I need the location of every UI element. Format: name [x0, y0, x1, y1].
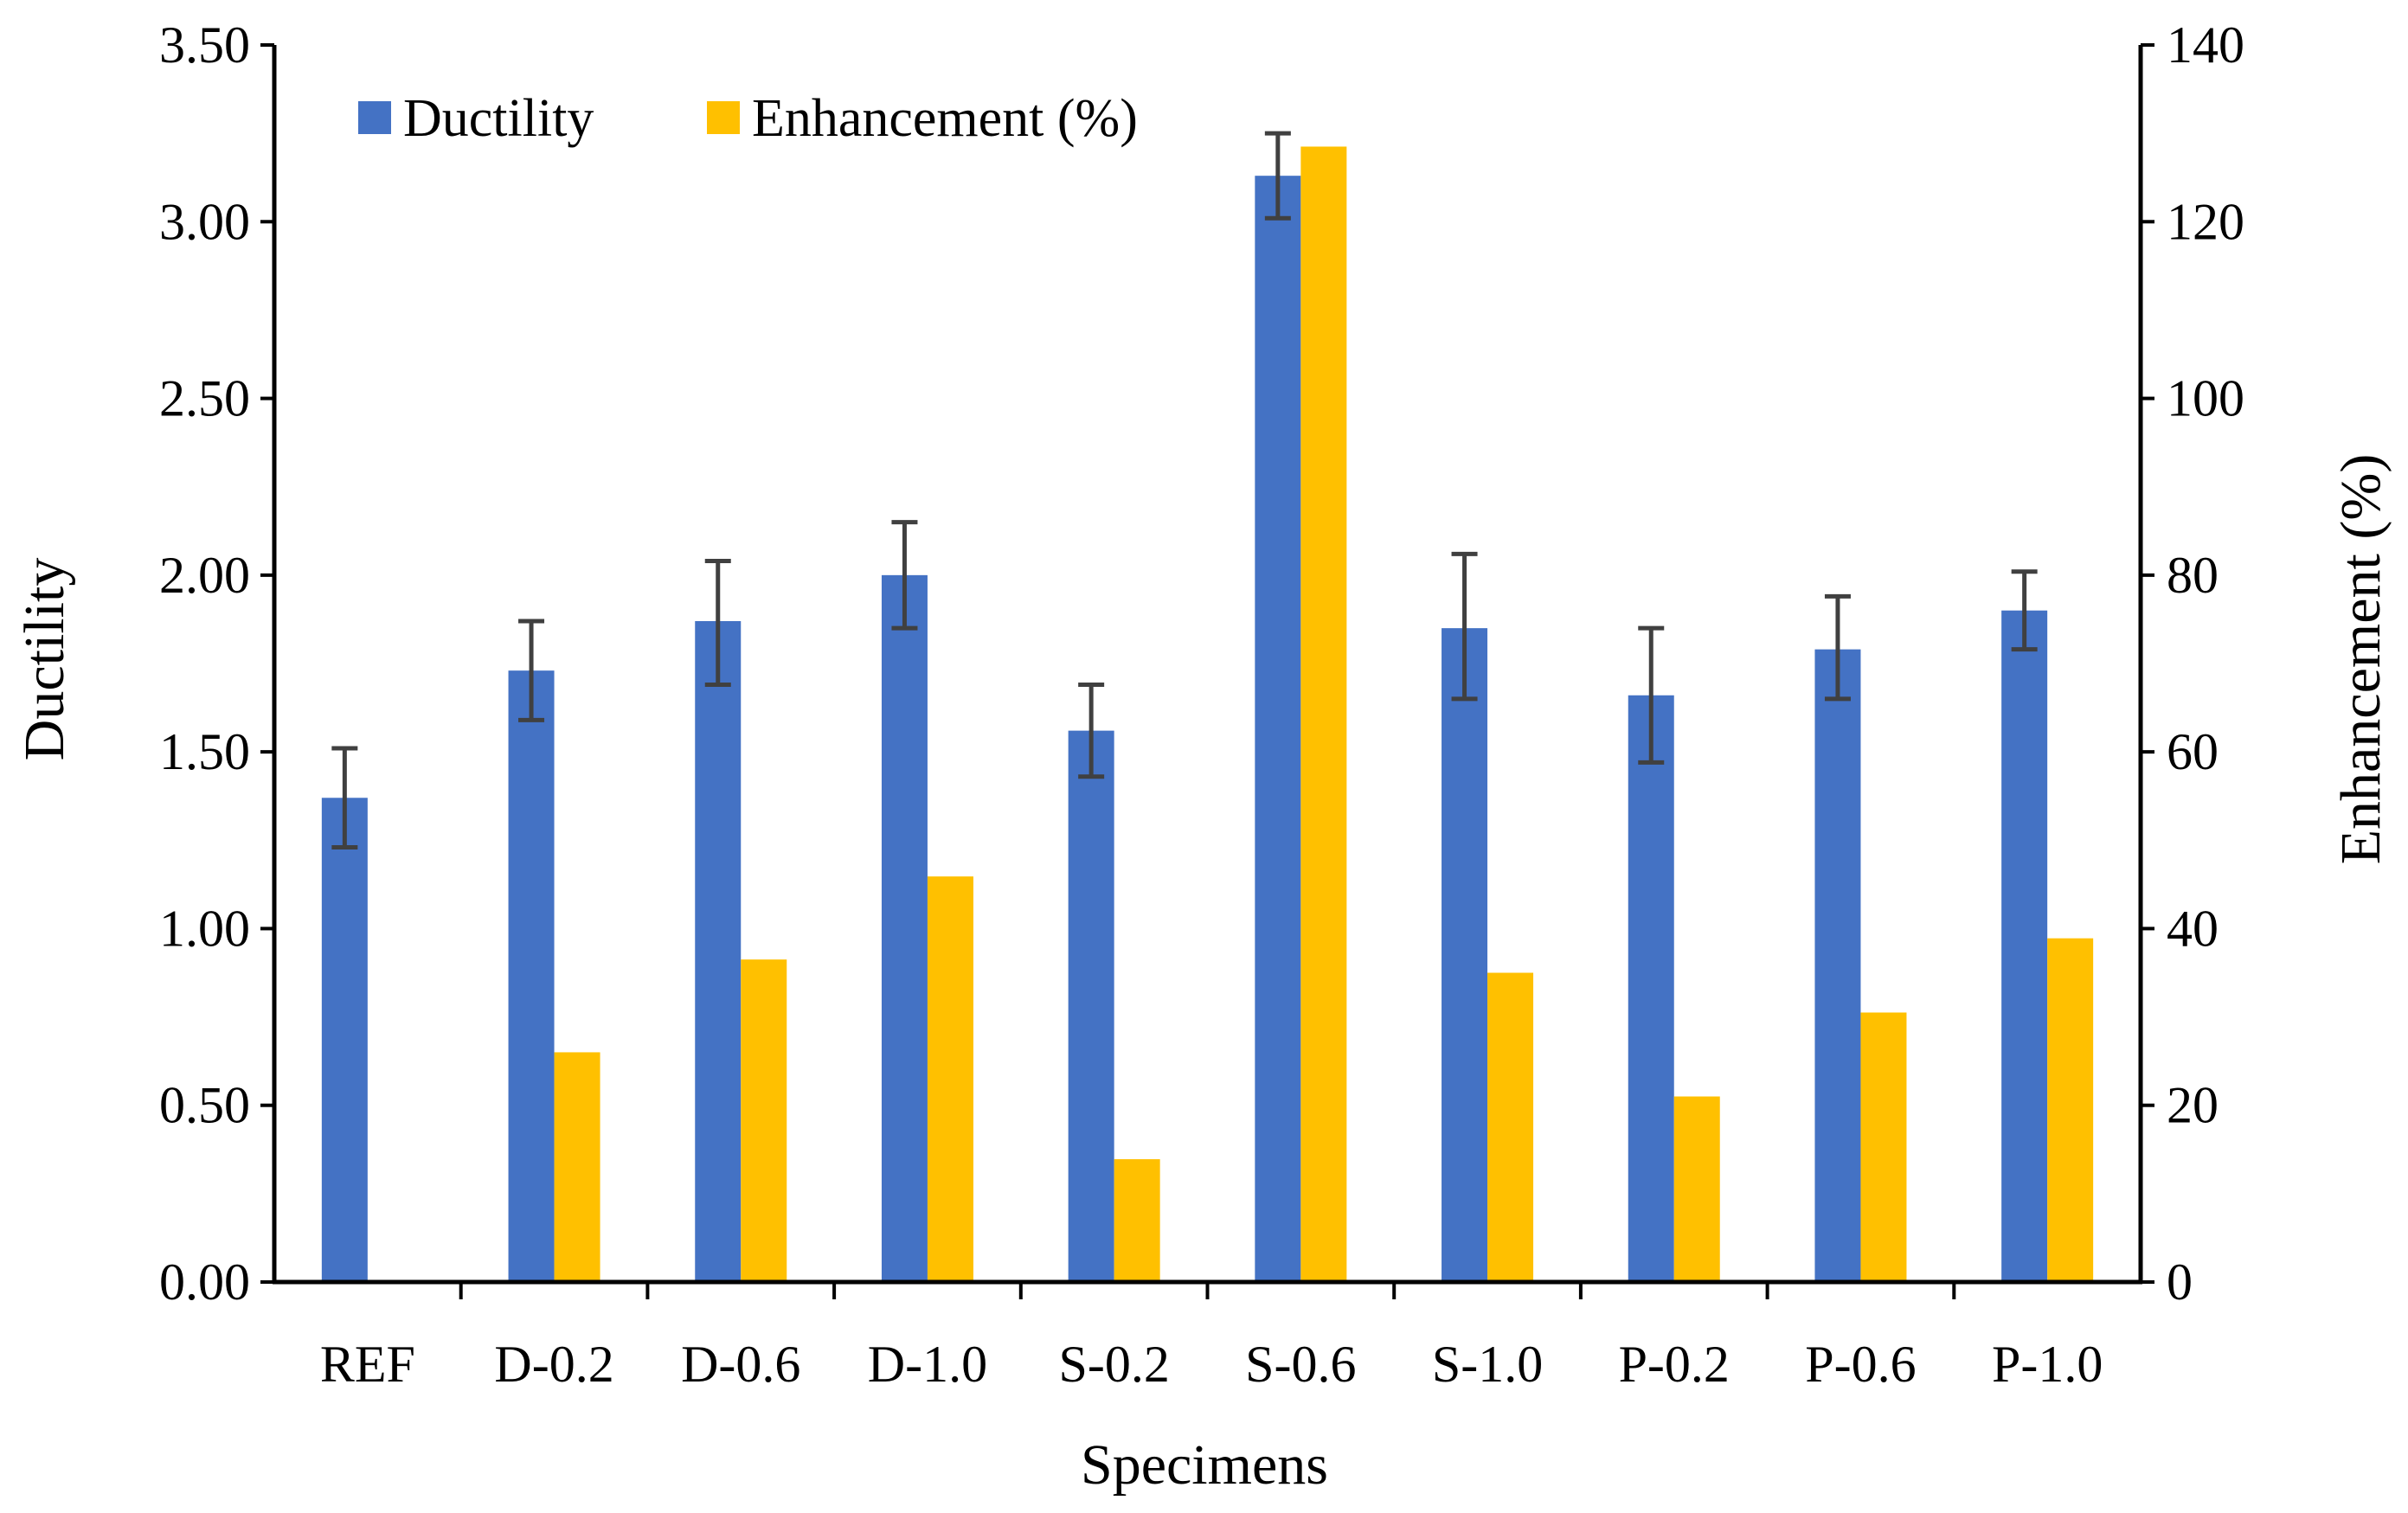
x-tick-label-REF: REF [320, 1336, 415, 1393]
x-axis-title: Specimens [1081, 1433, 1328, 1497]
bar-ductility-D-1.0 [881, 574, 928, 1282]
x-tick-label-S-0.2: S-0.2 [1058, 1336, 1169, 1393]
x-tick-label-D-0.6: D-0.6 [681, 1336, 800, 1393]
y2-tick-label: 140 [2167, 16, 2244, 74]
bars-group [321, 146, 2094, 1283]
y2-tick-label: 40 [2167, 900, 2219, 957]
x-tick-label-S-0.6: S-0.6 [1245, 1336, 1356, 1393]
bar-enhancement-P-0.6 [1860, 1012, 1907, 1282]
legend: Ductility Enhancement (%) [358, 89, 1138, 148]
error-bars-group [331, 131, 2038, 849]
y-axis-title: Ductility [13, 558, 76, 761]
y-tick-label: 2.00 [159, 547, 250, 604]
bar-ductility-P-0.2 [1628, 695, 1674, 1282]
bar-enhancement-D-1.0 [927, 876, 973, 1282]
left-axis-ticks: 0.00 0.50 1.00 1.50 2.00 2.50 3.00 3.50 [159, 16, 274, 1311]
legend-label-enhancement: Enhancement (%) [752, 89, 1138, 148]
bar-ductility-P-0.6 [1814, 649, 1861, 1282]
category-labels: REF D-0.2 D-0.6 D-1.0 S-0.2 S-0.6 S-1.0 P-0.2 P-… [320, 1336, 2103, 1393]
bar-ductility-D-0.6 [695, 620, 742, 1282]
y2-axis-title: Enhancement (%) [2329, 454, 2392, 865]
x-tick-label-P-0.2: P-0.2 [1619, 1336, 1730, 1393]
bar-ductility-S-0.6 [1255, 176, 1301, 1283]
bar-enhancement-S-0.2 [1114, 1159, 1160, 1282]
bar-enhancement-D-0.2 [554, 1052, 600, 1282]
y2-tick-label: 120 [2167, 193, 2244, 250]
right-axis-ticks: 0 20 40 60 80 100 120 140 [2141, 16, 2244, 1311]
y2-tick-label: 60 [2167, 723, 2219, 780]
bar-ductility-P-1.0 [2001, 610, 2048, 1282]
bar-ductility-S-0.2 [1068, 730, 1114, 1282]
x-tick-label-D-0.2: D-0.2 [494, 1336, 613, 1393]
bar-enhancement-S-1.0 [1487, 972, 1534, 1282]
axes-group [272, 45, 2143, 1299]
bar-ductility-S-1.0 [1442, 628, 1488, 1282]
y-tick-label: 0.00 [159, 1253, 250, 1311]
bar-ductility-REF [321, 798, 368, 1282]
y2-tick-label: 80 [2167, 547, 2219, 604]
bar-enhancement-P-0.2 [1673, 1096, 1720, 1282]
x-tick-label-S-1.0: S-1.0 [1432, 1336, 1543, 1393]
y2-tick-label: 20 [2167, 1077, 2219, 1134]
y-tick-label: 0.50 [159, 1077, 250, 1134]
y-tick-label: 1.50 [159, 723, 250, 780]
legend-swatch-enhancement [707, 101, 740, 134]
y-tick-label: 3.00 [159, 193, 250, 250]
y2-tick-label: 0 [2167, 1253, 2193, 1311]
y2-tick-label: 100 [2167, 370, 2244, 427]
x-tick-label-D-1.0: D-1.0 [868, 1336, 987, 1393]
bar-ductility-D-0.2 [508, 670, 555, 1282]
bar-enhancement-P-1.0 [2047, 938, 2094, 1282]
x-tick-label-P-0.6: P-0.6 [1805, 1336, 1916, 1393]
y-tick-label: 1.00 [159, 900, 250, 957]
y-tick-label: 3.50 [159, 16, 250, 74]
bar-enhancement-S-0.6 [1300, 146, 1347, 1283]
y-tick-label: 2.50 [159, 370, 250, 427]
x-tick-label-P-1.0: P-1.0 [1992, 1336, 2103, 1393]
legend-label-ductility: Ductility [403, 89, 594, 148]
bar-enhancement-D-0.6 [741, 959, 787, 1282]
legend-swatch-ductility [358, 101, 391, 134]
